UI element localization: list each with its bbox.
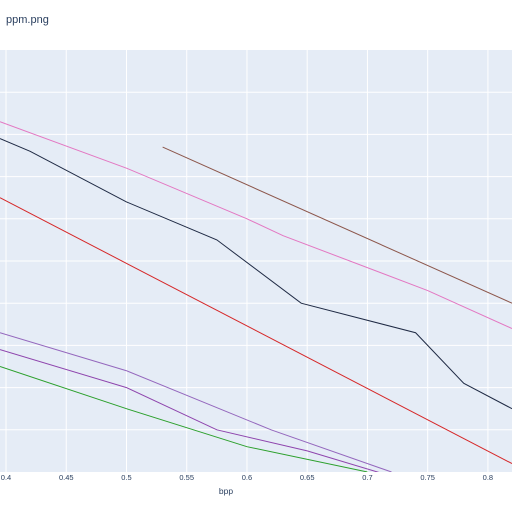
- x-tick-label: 0.55: [179, 473, 194, 482]
- series-line-3: [0, 138, 512, 410]
- x-tick-label: 0.45: [59, 473, 74, 482]
- series-line-2: [0, 121, 512, 329]
- chart-title: ppm.png: [6, 14, 49, 26]
- series-line-5: [0, 332, 392, 472]
- series-lines: [0, 121, 512, 472]
- x-tick-label: 0.8: [483, 473, 493, 482]
- x-tick-label: 0.6: [242, 473, 252, 482]
- x-tick-label: 0.4: [1, 473, 11, 482]
- series-line-7: [0, 366, 368, 472]
- grid: [0, 50, 512, 472]
- series-line-1: [162, 146, 512, 304]
- x-tick-label: 0.65: [300, 473, 315, 482]
- x-tick-label: 0.7: [362, 473, 372, 482]
- series-line-6: [0, 349, 380, 472]
- x-tick-label: 0.5: [121, 473, 131, 482]
- x-axis-label: bpp: [219, 486, 233, 496]
- x-ticks: 0.4 0.45 0.5 0.55 0.6 0.65 0.7 0.75 0.8: [1, 473, 493, 482]
- series-line-4: [0, 197, 512, 465]
- x-tick-label: 0.75: [420, 473, 435, 482]
